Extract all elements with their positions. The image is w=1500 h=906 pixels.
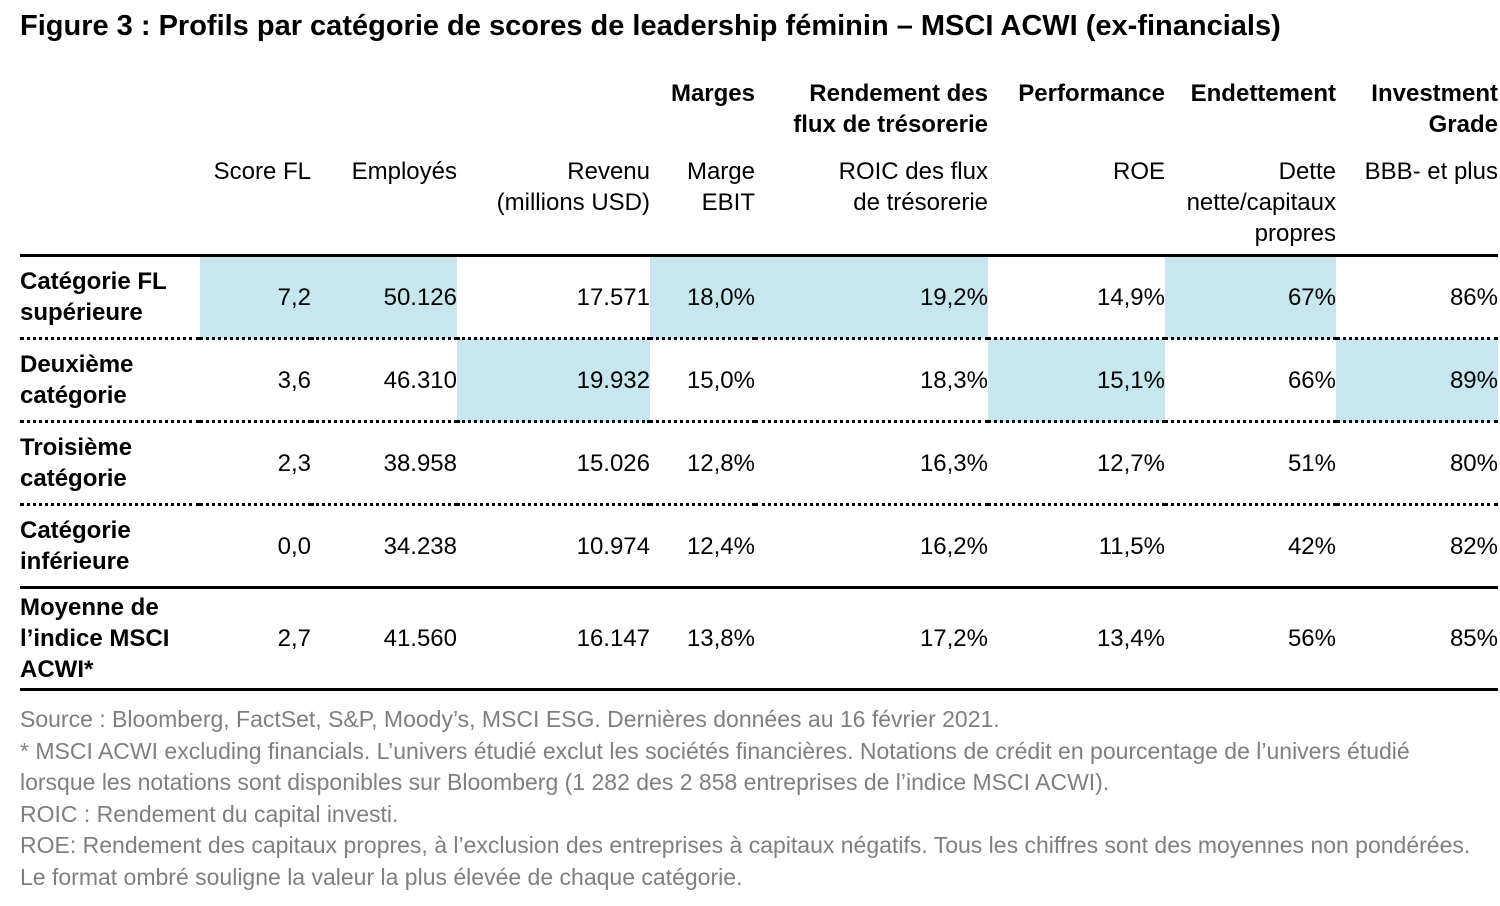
cell-revenue: 10.974 (576, 532, 650, 560)
row-third-category: Troisième catégorie 2,3 38.958 15.026 12,… (20, 422, 1498, 505)
col-roic: ROIC des flux de trésorerie (838, 158, 988, 216)
cell-debt: 67% (1165, 255, 1336, 339)
row-bottom-category: Catégorie inférieure 0,0 34.238 10.974 12… (20, 505, 1498, 588)
cell-debt: 42% (1287, 532, 1336, 560)
cell-debt: 51% (1287, 449, 1336, 477)
cell-employees: 34.238 (383, 532, 457, 560)
cell-roic: 18,3% (919, 366, 988, 394)
row-index-average: Moyenne de l’indice MSCI ACWI* 2,7 41.560 … (20, 588, 1498, 690)
cell-rating: 89% (1336, 338, 1498, 422)
cell-rating: 86% (1449, 283, 1498, 311)
cell-revenue: 16.147 (576, 625, 650, 652)
row-label: Catégorie inférieure (20, 517, 131, 575)
col-roe: ROE (1112, 158, 1165, 185)
col-rating: BBB- et plus (1364, 158, 1498, 185)
universe-note: * MSCI ACWI excluding financials. L’univ… (20, 737, 1410, 796)
group-header-row: Marges Rendement des flux de trésorerie P… (20, 78, 1498, 156)
cell-employees: 41.560 (383, 625, 457, 652)
col-revenue: Revenu (millions USD) (496, 158, 650, 216)
cell-roic: 17,2% (919, 625, 988, 652)
cell-score: 2,7 (277, 625, 311, 652)
group-margins: Marges (670, 80, 755, 107)
cell-ebit: 15,0% (686, 366, 755, 394)
source-note: Source : Bloomberg, FactSet, S&P, Moody’… (20, 706, 1000, 732)
row-second-category: Deuxième catégorie 3,6 46.310 19.932 15,0… (20, 338, 1498, 422)
column-header-row: Score FL Employés Revenu (millions USD) M… (20, 156, 1498, 256)
cell-roe: 14,9% (1096, 283, 1165, 311)
row-label: Deuxième catégorie (20, 351, 134, 409)
cell-score: 0,0 (277, 532, 311, 560)
cell-roe: 15,1% (988, 338, 1165, 422)
cell-rating: 80% (1449, 449, 1498, 477)
cell-revenue: 19.932 (457, 338, 650, 422)
cell-employees: 38.958 (383, 449, 457, 477)
cell-employees: 50.126 (311, 255, 457, 339)
cell-revenue: 15.026 (576, 449, 650, 477)
cell-roic: 16,2% (919, 532, 988, 560)
col-employees: Employés (351, 158, 457, 185)
group-investment-grade: Investment Grade (1371, 80, 1498, 138)
group-performance: Performance (1018, 80, 1165, 107)
cell-ebit: 13,8% (686, 625, 755, 652)
cell-roe: 11,5% (1098, 532, 1165, 560)
cell-roe: 12,7% (1096, 449, 1165, 477)
row-top-category: Catégorie FL supérieure 7,2 50.126 17.571… (20, 255, 1498, 339)
col-score: Score FL (213, 158, 311, 185)
row-label: Moyenne de l’indice MSCI ACWI* (20, 594, 170, 683)
cell-ebit: 12,8% (686, 449, 755, 477)
cell-roic: 16,3% (919, 449, 988, 477)
cell-score: 2,3 (277, 449, 311, 477)
group-debt: Endettement (1190, 80, 1336, 107)
roe-note: ROE: Rendement des capitaux propres, à l… (20, 832, 1471, 890)
figure-title: Figure 3 : Profils par catégorie de scor… (20, 10, 1281, 42)
cell-debt: 56% (1287, 625, 1336, 652)
group-cash-flow: Rendement des flux de trésorerie (793, 80, 988, 138)
cell-rating: 85% (1449, 625, 1498, 652)
cell-score: 3,6 (277, 366, 311, 394)
cell-score: 7,2 (200, 255, 311, 339)
cell-revenue: 17.571 (576, 283, 650, 311)
profiles-table: Marges Rendement des flux de trésorerie P… (20, 78, 1498, 691)
cell-ebit: 12,4% (686, 532, 755, 560)
cell-rating: 82% (1449, 532, 1498, 560)
row-label: Catégorie FL supérieure (20, 268, 167, 326)
cell-employees: 46.310 (383, 366, 457, 394)
cell-roe: 13,4% (1096, 625, 1165, 652)
roic-note: ROIC : Rendement du capital investi. (20, 800, 399, 827)
col-ebit: Marge EBIT (686, 158, 755, 216)
row-label: Troisième catégorie (20, 434, 133, 492)
cell-debt: 66% (1287, 366, 1336, 394)
cell-ebit: 18,0% (650, 255, 755, 339)
footnotes: Source : Bloomberg, FactSet, S&P, Moody’… (20, 704, 1490, 893)
col-debt: Dette nette/capitaux propres (1186, 158, 1336, 247)
cell-roic: 19,2% (755, 255, 988, 339)
